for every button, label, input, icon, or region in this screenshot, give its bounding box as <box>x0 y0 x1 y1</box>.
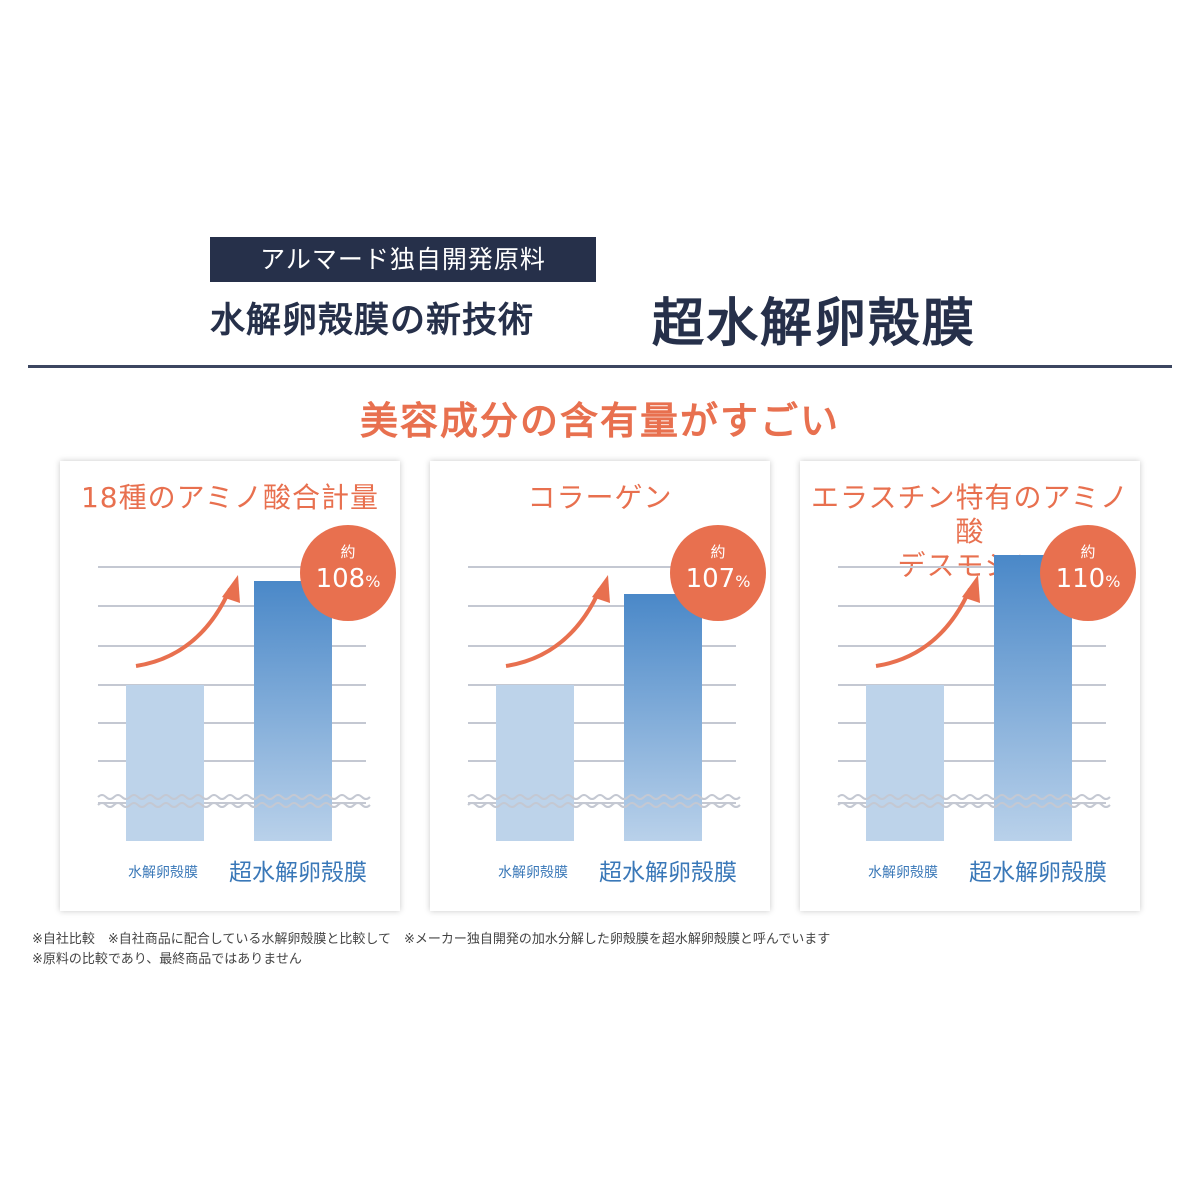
badge-percent-value: 108% <box>316 564 381 594</box>
increase-arrow <box>875 588 972 668</box>
badge-percent-unit: % <box>1105 572 1120 591</box>
chart-title: コラーゲン <box>527 481 673 514</box>
axis-break-line <box>97 794 371 800</box>
header-divider <box>28 365 1172 368</box>
category-label-super-hydrolyzed: 超水解卵殻膜 <box>229 860 367 886</box>
category-label-water-hydrolyzed: 水解卵殻膜 <box>498 865 568 881</box>
badge-percent-unit: % <box>735 572 750 591</box>
subtitle: 水解卵殻膜の新技術 <box>210 301 535 341</box>
category-label-super-hydrolyzed: 超水解卵殻膜 <box>969 860 1107 886</box>
category-label-water-hydrolyzed: 水解卵殻膜 <box>868 865 938 881</box>
axis-break-line <box>97 802 371 808</box>
bar-water-hydrolyzed <box>126 685 204 841</box>
footnote-1: ※自社比較 ※自社商品に配合している水解卵殻膜と比較して ※メーカー独自開発の加… <box>32 932 831 947</box>
badge-approx-label: 約 <box>1080 543 1095 561</box>
chart-card-collagen: コラーゲン 約 107% 水解卵殻膜 超水解卵殻膜 <box>430 461 770 911</box>
arrow-head <box>962 575 980 603</box>
badge-approx-label: 約 <box>340 543 355 561</box>
increase-arrow <box>505 588 602 668</box>
footnote-2: ※原料の比較であり、最終商品ではありません <box>32 952 302 967</box>
bar-chart: 約 108% 水解卵殻膜 超水解卵殻膜 <box>97 525 396 886</box>
percent-badge <box>670 525 766 621</box>
category-label-water-hydrolyzed: 水解卵殻膜 <box>128 865 198 881</box>
origin-badge: アルマード独自開発原料 <box>210 237 596 282</box>
percent-badge <box>1040 525 1136 621</box>
headline: 美容成分の含有量がすごい <box>359 399 840 443</box>
axis-break-line <box>837 802 1111 808</box>
axis-break-line <box>467 802 741 808</box>
bar-water-hydrolyzed <box>866 685 944 841</box>
bar-water-hydrolyzed <box>496 685 574 841</box>
axis-break-line <box>837 794 1111 800</box>
chart-card-desmosine: エラスチン特有のアミノ酸 デスモシン 約 110% 水解卵殻膜 超水解卵殻膜 <box>800 461 1140 911</box>
chart-card-amino-acids: 18種のアミノ酸合計量 約 108% 水解卵殻膜 超水解卵殻膜 <box>60 461 400 911</box>
arrow-head <box>222 575 240 603</box>
increase-arrow <box>135 588 232 668</box>
chart-title: エラスチン特有のアミノ酸 デスモシン <box>811 481 1129 582</box>
category-label-super-hydrolyzed: 超水解卵殻膜 <box>599 860 737 886</box>
axis-break-line <box>467 794 741 800</box>
percent-badge <box>300 525 396 621</box>
page-title: 超水解卵殻膜 <box>652 294 977 354</box>
badge-percent-unit: % <box>365 572 380 591</box>
badge-approx-label: 約 <box>710 543 725 561</box>
bar-super-hydrolyzed <box>254 581 332 841</box>
chart-title: 18種のアミノ酸合計量 <box>80 481 380 514</box>
arrow-head <box>592 575 610 603</box>
